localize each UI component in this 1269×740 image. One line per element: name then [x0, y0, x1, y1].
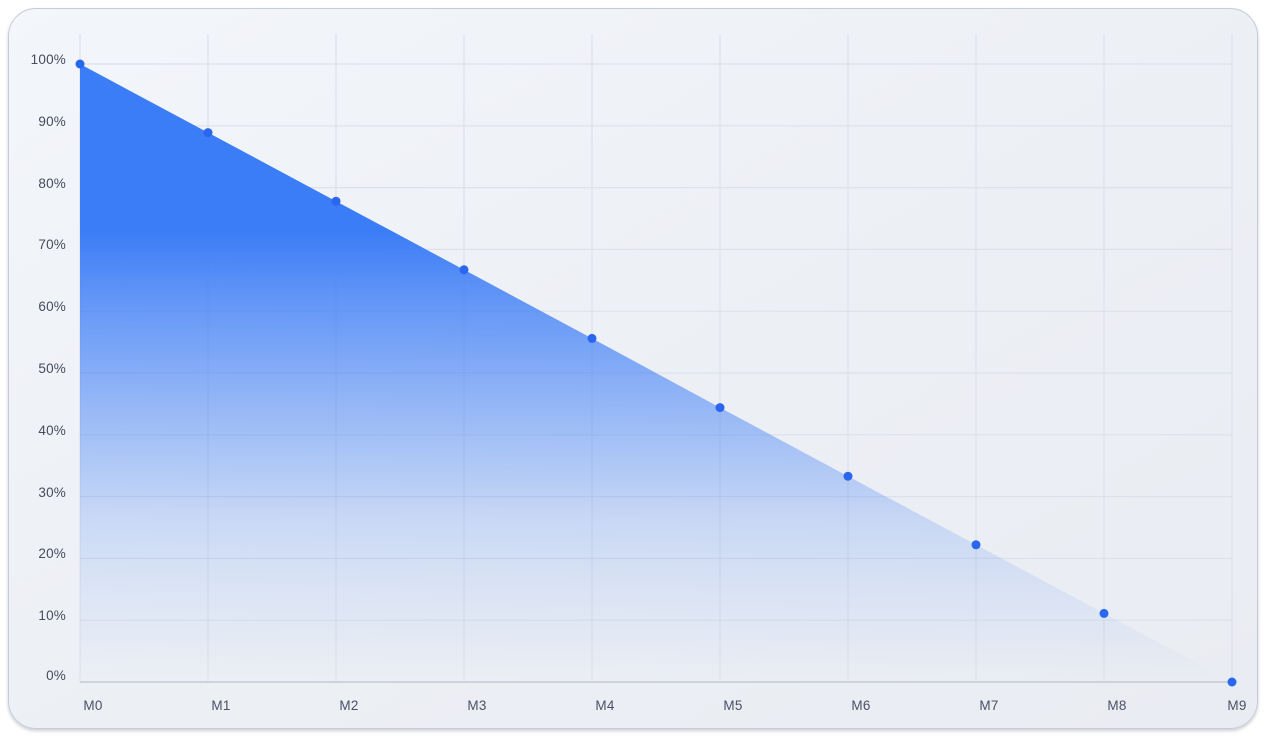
y-axis-tick-label: 60%	[38, 299, 66, 314]
x-axis-tick-label: M2	[339, 698, 359, 713]
y-axis-tick-label: 90%	[38, 114, 66, 129]
x-axis-tick-label: M8	[1107, 698, 1127, 713]
x-axis-tick-label: M6	[851, 698, 871, 713]
y-axis-tick-label: 70%	[38, 237, 66, 252]
y-axis-tick-label: 20%	[38, 546, 66, 561]
x-axis-tick-label: M9	[1227, 698, 1247, 713]
x-axis-tick-label: M4	[595, 698, 615, 713]
data-point[interactable]	[843, 471, 853, 481]
data-point[interactable]	[203, 128, 213, 138]
y-axis-tick-label: 80%	[38, 176, 66, 191]
y-axis-tick-label: 10%	[38, 608, 66, 623]
x-axis-tick-label: M0	[83, 698, 103, 713]
series-area	[80, 64, 1232, 682]
data-point[interactable]	[587, 333, 597, 343]
data-point[interactable]	[715, 403, 725, 413]
data-point[interactable]	[331, 196, 341, 206]
x-axis-tick-label: M3	[467, 698, 487, 713]
data-point[interactable]	[1099, 608, 1109, 618]
data-point[interactable]	[75, 59, 85, 69]
y-axis-tick-label: 40%	[38, 423, 66, 438]
y-axis-tick-label: 100%	[30, 52, 66, 67]
x-axis-tick-label: M7	[979, 698, 999, 713]
x-axis-tick-label: M1	[211, 698, 231, 713]
data-point[interactable]	[971, 540, 981, 550]
data-point[interactable]	[459, 265, 469, 275]
y-axis-tick-label: 0%	[46, 668, 66, 683]
y-axis-tick-label: 30%	[38, 485, 66, 500]
x-axis-tick-label: M5	[723, 698, 743, 713]
data-point[interactable]	[1227, 677, 1237, 687]
y-axis-tick-label: 50%	[38, 361, 66, 376]
